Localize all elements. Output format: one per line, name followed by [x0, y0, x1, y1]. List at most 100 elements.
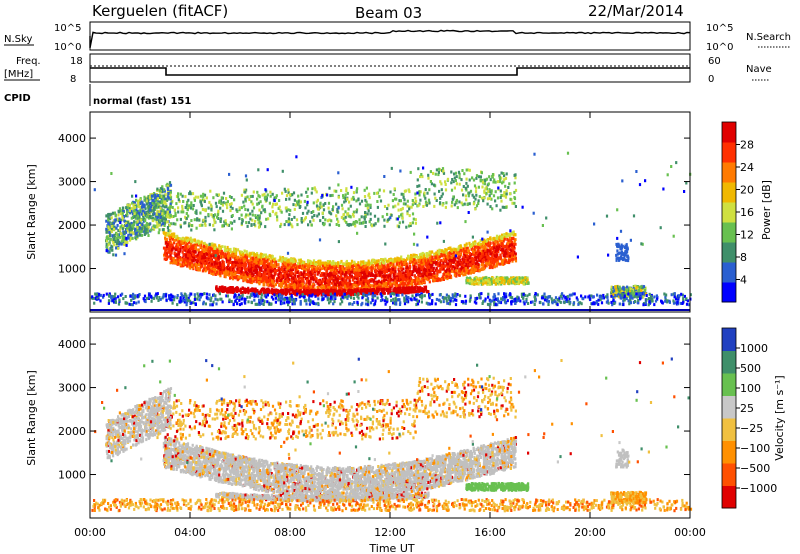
data-cell [293, 283, 296, 287]
data-cell [452, 250, 456, 254]
data-cell [315, 269, 318, 272]
data-cell [417, 259, 420, 263]
data-cell [324, 276, 327, 280]
data-cell [513, 181, 516, 185]
data-cell [450, 269, 453, 273]
data-cell [386, 263, 389, 267]
data-cell [298, 291, 301, 295]
data-cell [503, 254, 506, 258]
data-cell [386, 275, 390, 279]
data-cell [299, 276, 302, 280]
data-cell [334, 282, 337, 286]
data-cell [345, 271, 348, 275]
data-cell [297, 262, 300, 266]
data-cell [355, 268, 358, 272]
data-cell [271, 269, 275, 273]
data-cell [420, 273, 423, 277]
data-cell [382, 282, 385, 286]
data-cell [390, 277, 393, 281]
data-cell [290, 266, 293, 270]
data-cell [464, 266, 468, 270]
data-cell [511, 231, 514, 235]
data-cell [334, 271, 337, 275]
data-cell [243, 249, 246, 253]
data-cell [293, 291, 296, 295]
data-cell [427, 290, 430, 294]
data-cell [417, 264, 420, 268]
data-cell [194, 238, 197, 242]
data-cell [260, 259, 263, 263]
data-cell [207, 267, 211, 271]
data-cell [436, 279, 439, 283]
data-cell [242, 257, 245, 261]
data-cell [217, 256, 220, 259]
data-cell [299, 279, 302, 283]
data-cell [185, 259, 188, 263]
data-cell [262, 266, 266, 270]
data-cell [315, 267, 318, 271]
data-cell [464, 260, 467, 263]
data-cell [170, 248, 173, 252]
data-cell [391, 283, 394, 287]
data-cell [246, 279, 249, 283]
data-cell [491, 254, 494, 258]
data-cell [341, 281, 344, 285]
data-cell [382, 270, 385, 273]
data-cell [215, 256, 218, 260]
data-cell [418, 282, 421, 286]
data-cell [495, 255, 498, 259]
data-cell [367, 279, 371, 283]
data-cell [359, 288, 362, 292]
data-cell [287, 280, 290, 283]
data-cell [301, 279, 304, 283]
data-cell [495, 234, 499, 238]
data-cell [442, 267, 446, 271]
data-cell [477, 244, 480, 248]
data-cell [214, 246, 217, 250]
data-cell [360, 284, 364, 287]
data-cell [259, 252, 262, 256]
data-cell [412, 268, 415, 271]
data-cell [474, 262, 477, 266]
data-cell [482, 240, 485, 244]
data-cell [236, 267, 239, 271]
data-cell [448, 258, 451, 262]
data-cell [350, 270, 353, 274]
data-cell [262, 278, 265, 282]
data-cell [196, 256, 199, 260]
data-cell [307, 269, 310, 273]
data-cell [463, 243, 466, 247]
data-cell [393, 288, 396, 292]
data-cell [301, 282, 304, 286]
data-cell [175, 261, 178, 265]
data-cell [344, 284, 347, 288]
data-cell [309, 270, 312, 274]
data-cell [362, 272, 366, 276]
data-cell [371, 284, 374, 288]
data-cell [374, 266, 377, 270]
data-cell [507, 186, 510, 189]
data-cell [473, 269, 476, 273]
data-cell [318, 265, 322, 269]
data-cell [462, 252, 465, 256]
data-cell [402, 267, 405, 271]
data-cell [437, 264, 440, 268]
nsky-frame [89, 21, 691, 51]
data-cell [356, 268, 360, 272]
data-cell [508, 254, 511, 258]
data-cell [212, 244, 215, 248]
data-cell [493, 246, 496, 250]
data-cell [512, 249, 515, 253]
data-cell [381, 261, 384, 265]
data-cell [388, 274, 392, 278]
data-cell [506, 241, 510, 245]
data-cell [413, 258, 416, 262]
data-cell [423, 268, 426, 271]
data-cell [431, 250, 434, 254]
data-cell [452, 260, 455, 264]
data-cell [411, 260, 414, 264]
data-cell [277, 266, 280, 270]
data-cell [444, 264, 447, 268]
data-cell [264, 277, 267, 281]
data-cell [354, 289, 357, 293]
